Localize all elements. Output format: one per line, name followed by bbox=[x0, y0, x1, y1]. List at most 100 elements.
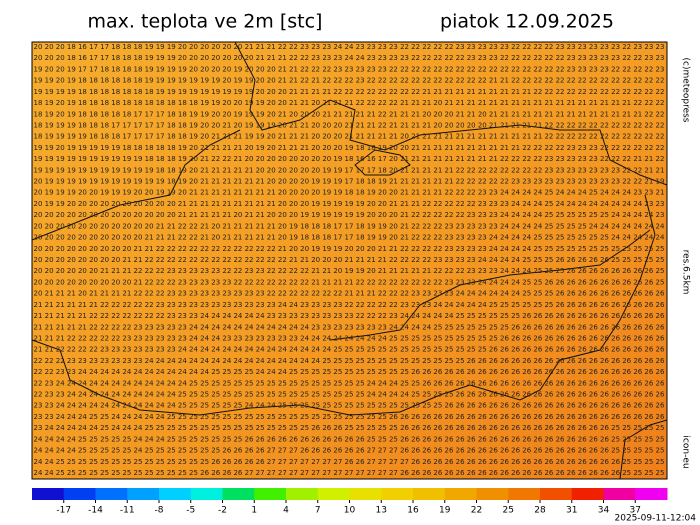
cell-value: 20 bbox=[78, 245, 87, 253]
colorbar-segment bbox=[254, 488, 287, 500]
cell-value: 21 bbox=[56, 312, 65, 320]
cell-value: 22 bbox=[222, 256, 231, 264]
cell-value: 26 bbox=[567, 447, 576, 455]
cell-value: 24 bbox=[67, 447, 76, 455]
cell-value: 22 bbox=[111, 312, 120, 320]
cell-value: 21 bbox=[311, 88, 320, 96]
cell-value: 23 bbox=[211, 301, 220, 309]
cell-value: 21 bbox=[233, 166, 242, 174]
cell-value: 25 bbox=[111, 447, 120, 455]
cell-value: 24 bbox=[511, 222, 520, 230]
cell-value: 25 bbox=[544, 200, 553, 208]
cell-value: 22 bbox=[378, 290, 387, 298]
cell-value: 20 bbox=[322, 133, 331, 141]
cell-value: 25 bbox=[278, 391, 287, 399]
cell-value: 26 bbox=[489, 435, 498, 443]
cell-value: 18 bbox=[167, 155, 176, 163]
cell-value: 26 bbox=[522, 413, 531, 421]
cell-value: 18 bbox=[156, 99, 165, 107]
cell-value: 22 bbox=[656, 99, 665, 107]
cell-value: 20 bbox=[45, 267, 54, 275]
cell-value: 22 bbox=[134, 290, 143, 298]
cell-value: 26 bbox=[533, 424, 542, 432]
cell-value: 25 bbox=[445, 357, 454, 365]
cell-value: 18 bbox=[78, 121, 87, 129]
cell-value: 26 bbox=[333, 435, 342, 443]
cell-value: 17 bbox=[134, 121, 143, 129]
cell-value: 25 bbox=[311, 379, 320, 387]
cell-value: 26 bbox=[522, 368, 531, 376]
cell-value: 22 bbox=[644, 110, 653, 118]
cell-value: 19 bbox=[378, 144, 387, 152]
cell-value: 20 bbox=[56, 211, 65, 219]
cell-value: 24 bbox=[233, 357, 242, 365]
cell-value: 19 bbox=[34, 88, 43, 96]
cell-value: 20 bbox=[34, 189, 43, 197]
cell-value: 26 bbox=[511, 391, 520, 399]
cell-value: 26 bbox=[611, 402, 620, 410]
cell-value: 26 bbox=[578, 469, 587, 477]
cell-value: 25 bbox=[189, 391, 198, 399]
cell-value: 25 bbox=[200, 458, 209, 466]
cell-value: 21 bbox=[633, 110, 642, 118]
cell-value: 21 bbox=[433, 189, 442, 197]
cell-value: 23 bbox=[34, 413, 43, 421]
cell-value: 20 bbox=[111, 245, 120, 253]
cell-value: 24 bbox=[211, 346, 220, 354]
cell-value: 22 bbox=[656, 121, 665, 129]
cell-value: 19 bbox=[156, 54, 165, 62]
cell-value: 18 bbox=[134, 77, 143, 85]
colorbar-tick-label: -8 bbox=[155, 506, 164, 516]
cell-value: 23 bbox=[167, 312, 176, 320]
cell-value: 25 bbox=[233, 379, 242, 387]
cell-value: 23 bbox=[211, 290, 220, 298]
cell-value: 22 bbox=[644, 77, 653, 85]
cell-value: 21 bbox=[400, 166, 409, 174]
cell-value: 22 bbox=[367, 301, 376, 309]
cell-value: 21 bbox=[467, 110, 476, 118]
cell-value: 26 bbox=[245, 447, 254, 455]
cell-value: 22 bbox=[156, 290, 165, 298]
cell-value: 22 bbox=[34, 357, 43, 365]
cell-value: 21 bbox=[478, 133, 487, 141]
cell-value: 26 bbox=[500, 424, 509, 432]
cell-value: 24 bbox=[45, 458, 54, 466]
cell-value: 26 bbox=[544, 379, 553, 387]
cell-value: 19 bbox=[178, 166, 187, 174]
cell-value: 20 bbox=[56, 222, 65, 230]
cell-value: 22 bbox=[422, 211, 431, 219]
cell-value: 26 bbox=[256, 458, 265, 466]
cell-value: 25 bbox=[489, 323, 498, 331]
cell-value: 24 bbox=[256, 346, 265, 354]
cell-value: 26 bbox=[567, 312, 576, 320]
cell-value: 21 bbox=[356, 110, 365, 118]
cell-value: 26 bbox=[445, 402, 454, 410]
cell-value: 22 bbox=[145, 312, 154, 320]
cell-value: 18 bbox=[356, 189, 365, 197]
cell-value: 20 bbox=[222, 54, 231, 62]
cell-value: 24 bbox=[122, 402, 131, 410]
cell-value: 24 bbox=[134, 435, 143, 443]
cell-value: 21 bbox=[456, 88, 465, 96]
cell-value: 26 bbox=[644, 334, 653, 342]
cell-value: 21 bbox=[67, 323, 76, 331]
cell-value: 25 bbox=[145, 458, 154, 466]
cell-value: 19 bbox=[134, 178, 143, 186]
cell-value: 24 bbox=[611, 211, 620, 219]
cell-value: 19 bbox=[45, 166, 54, 174]
cell-value: 25 bbox=[189, 379, 198, 387]
cell-value: 26 bbox=[522, 357, 531, 365]
cell-value: 23 bbox=[478, 245, 487, 253]
cell-value: 20 bbox=[267, 155, 276, 163]
cell-value: 21 bbox=[45, 323, 54, 331]
cell-value: 26 bbox=[633, 290, 642, 298]
cell-value: 24 bbox=[656, 222, 665, 230]
cell-value: 25 bbox=[356, 402, 365, 410]
cell-value: 22 bbox=[422, 245, 431, 253]
cell-value: 21 bbox=[389, 110, 398, 118]
cell-value: 24 bbox=[556, 200, 565, 208]
cell-value: 26 bbox=[500, 368, 509, 376]
cell-value: 19 bbox=[78, 178, 87, 186]
cell-value: 23 bbox=[267, 301, 276, 309]
cell-value: 21 bbox=[522, 99, 531, 107]
